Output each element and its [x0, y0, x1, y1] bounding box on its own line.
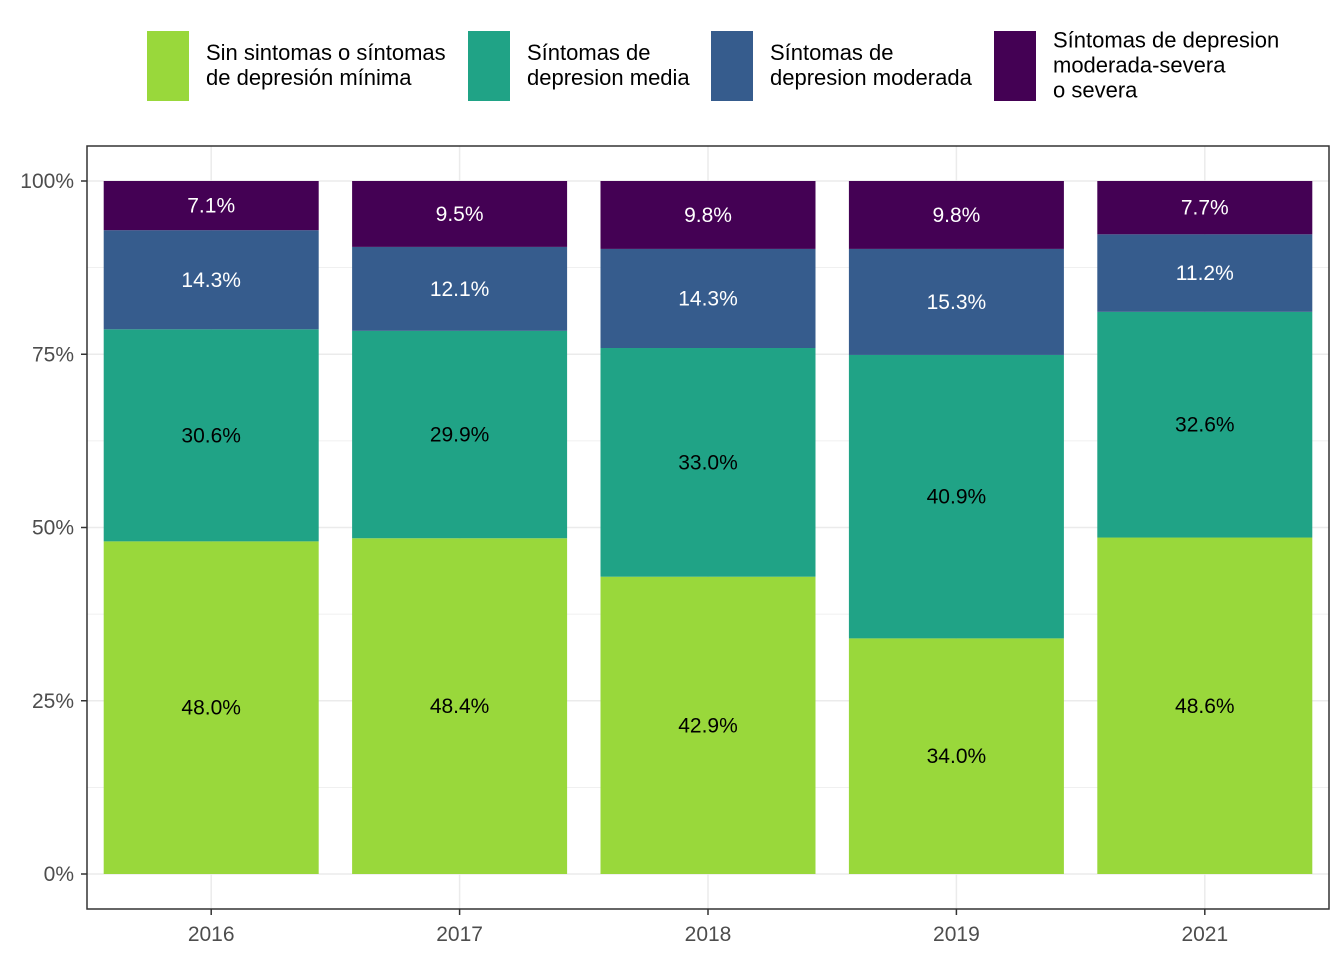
x-tick-label: 2018 [685, 923, 732, 946]
bar-data-label: 11.2% [1176, 262, 1234, 285]
bar-data-label: 12.1% [430, 278, 490, 301]
y-tick-label: 100% [20, 170, 74, 193]
bar-segment [1097, 234, 1313, 312]
bar-data-label: 9.8% [684, 204, 732, 227]
bar-data-label: 14.3% [181, 269, 241, 292]
legend: Sin sintomas o síntomas de depresión míni… [147, 28, 1279, 103]
x-tick-label: 2017 [436, 923, 483, 946]
bar-segment [352, 246, 568, 331]
bar-data-label: 34.0% [927, 745, 987, 768]
bar-data-label: 48.6% [1175, 695, 1235, 718]
bar-data-label: 9.8% [932, 204, 980, 227]
legend-item: Síntomas de depresion moderada-severa o se… [994, 28, 1279, 103]
bar-segment [848, 248, 1064, 355]
y-axis: 0% 25% 50% 75% 100% [20, 170, 87, 886]
bar-segment [848, 638, 1064, 874]
x-tick-label: 2016 [188, 923, 235, 946]
x-tick-label: 2019 [933, 923, 980, 946]
legend-label: Sin sintomas o síntomas de depresión míni… [206, 40, 446, 90]
y-tick-label: 50% [32, 517, 74, 540]
legend-swatch [147, 31, 189, 101]
y-tick-label: 25% [32, 690, 74, 713]
data-labels: 48.0% 30.6% 14.3% 7.1% 48.4% 29.9% 12.1% 9.5% 42… [181, 195, 1234, 769]
bar-segment [1097, 537, 1313, 874]
bar-data-label: 14.3% [678, 287, 738, 310]
bar-data-label: 29.9% [430, 424, 490, 447]
x-tick-label: 2021 [1181, 923, 1228, 946]
legend-label: Síntomas de depresion media [527, 40, 690, 90]
bar-segment [600, 248, 816, 349]
bar-segment [600, 576, 816, 874]
bar-segment [352, 538, 568, 874]
bar-segment [600, 348, 816, 577]
bar-segment [103, 230, 319, 330]
bar-segment [103, 541, 319, 874]
bar-data-label: 30.6% [181, 424, 241, 447]
bar-data-label: 32.6% [1175, 414, 1235, 437]
bar-data-label: 33.0% [678, 451, 738, 474]
y-tick-label: 0% [44, 863, 74, 886]
bar-segment [1097, 311, 1313, 538]
legend-label: Síntomas de depresion moderada [770, 40, 973, 90]
bar-data-label: 48.4% [430, 695, 490, 718]
bar-segment [600, 181, 816, 249]
bar-data-label: 40.9% [927, 486, 987, 509]
bar-segment [103, 181, 319, 231]
bar-data-label: 9.5% [436, 203, 484, 226]
y-tick-label: 75% [32, 343, 74, 366]
bar-data-label: 15.3% [927, 291, 987, 314]
legend-swatch [711, 31, 753, 101]
legend-item: Síntomas de depresion media [468, 31, 690, 101]
legend-item: Sin sintomas o síntomas de depresión míni… [147, 31, 446, 101]
bar-segment [352, 181, 568, 247]
legend-item: Síntomas de depresion moderada [711, 31, 973, 101]
bar-data-label: 48.0% [181, 697, 241, 720]
bar-segment [103, 329, 319, 542]
bars [103, 181, 1313, 874]
bar-data-label: 7.7% [1181, 197, 1229, 220]
legend-swatch [468, 31, 510, 101]
bar-data-label: 7.1% [187, 195, 235, 218]
bar-segment [1097, 181, 1313, 235]
bar-data-label: 42.9% [678, 714, 738, 737]
legend-swatch [994, 31, 1036, 101]
legend-label: Síntomas de depresion moderada-severa o se… [1053, 28, 1279, 103]
bar-segment [848, 354, 1064, 639]
bar-segment [352, 330, 568, 539]
x-axis: 2016 2017 2018 2019 2021 [188, 909, 1228, 946]
bar-segment [848, 181, 1064, 249]
